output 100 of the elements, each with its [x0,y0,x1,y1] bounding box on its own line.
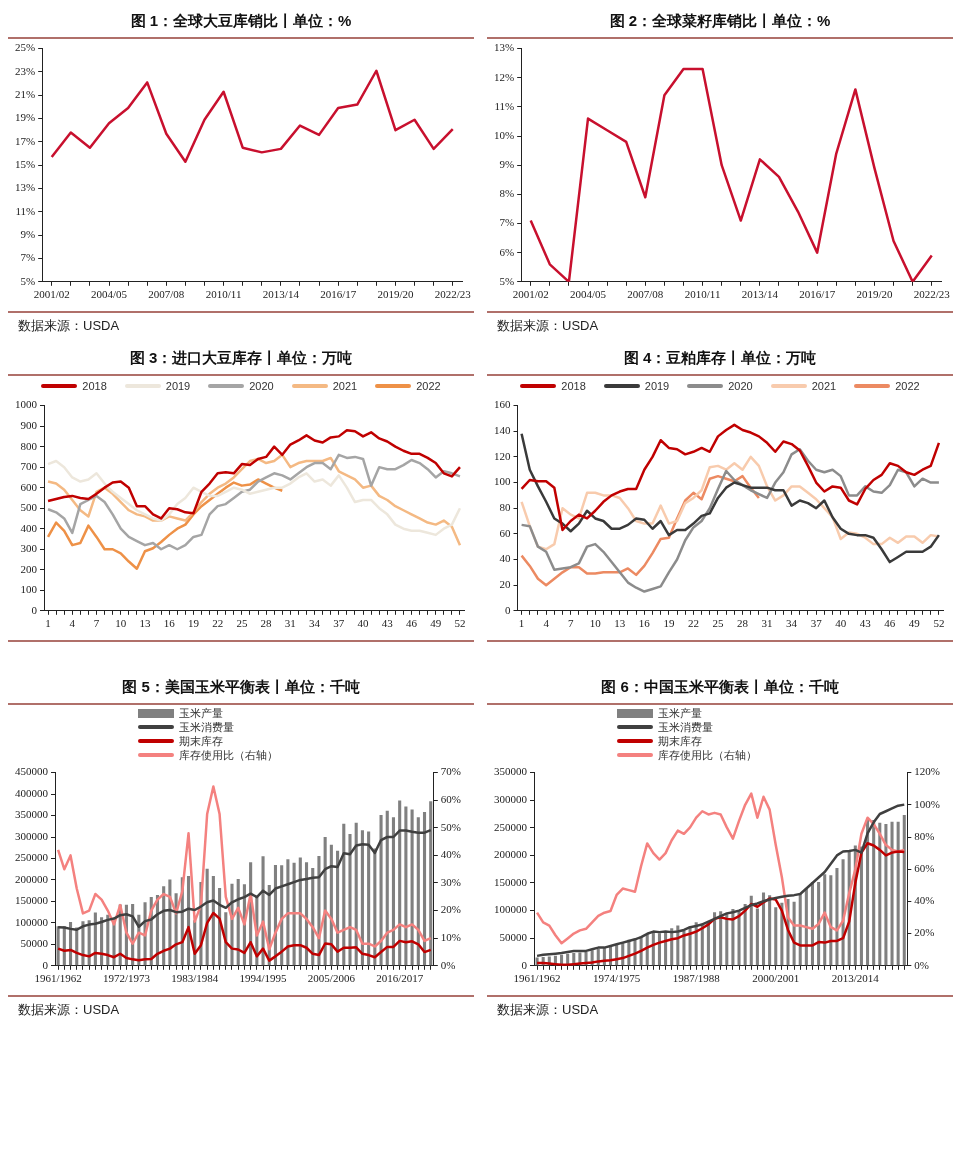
legend-label: 玉米消费量 [179,720,234,734]
y2-tick-label: 10% [440,931,462,944]
y-tick-label: 200000 [15,872,49,885]
x-tick-label: 2010/11 [684,288,721,301]
bar [367,831,371,966]
chart-title: 图 5：美国玉米平衡表丨单位：千吨 [8,674,474,705]
x-tick-label: 2005/2006 [307,972,356,985]
y-tick-label: 600 [20,480,38,493]
source-note: 数据来源：USDA [18,317,121,335]
y-tick-label: 350000 [15,808,49,821]
x-tick-label: 2013/14 [741,288,779,301]
x-tick-label: 19 [663,617,675,630]
y-tick-label: 700 [20,460,38,473]
y-tick-label: 200 [20,562,38,575]
y2-tick-label: 70% [440,765,462,778]
y-tick-label: 0 [31,603,38,616]
legend-label: 期末库存 [658,734,702,748]
x-tick-label: 19 [187,617,200,630]
y2-tick-label: 0% [914,958,930,971]
y-tick-label: 6% [499,245,515,258]
x-tick-label: 2000/2001 [752,972,800,985]
legend-label: 2020 [249,379,274,393]
x-tick-label: 7 [567,617,574,630]
legend-label: 玉米消费量 [658,720,713,734]
y-tick-label: 0 [521,958,528,971]
bar [657,933,661,966]
x-tick-label: 10 [589,617,602,630]
x-tick-label: 2007/08 [627,288,664,301]
x-tick-label: 40 [357,617,370,630]
legend-label: 2019 [165,379,191,393]
y2-tick-label: 20% [914,926,935,939]
x-tick-label: 34 [309,617,321,630]
y-tick-label: 17% [14,134,36,147]
y-tick-label: 800 [20,439,38,452]
x-tick-label: 2022/23 [434,288,472,301]
x-tick-label: 16 [163,617,176,630]
y2-tick-label: 60% [440,793,462,806]
bar [872,820,876,966]
bar [404,806,408,966]
bar [884,823,888,966]
legend-label: 2021 [332,379,358,393]
y-tick-label: 250000 [494,820,528,833]
y-tick-label: 12% [493,70,515,83]
y-tick-label: 350000 [494,765,528,778]
y-tick-label: 100000 [494,903,528,916]
y-tick-label: 400 [20,521,38,534]
legend-label: 2018 [561,379,586,393]
x-tick-label: 25 [236,617,248,630]
chart-title: 图 3：进口大豆库存丨单位：万吨 [8,345,474,376]
x-tick-label: 2013/14 [262,288,300,301]
x-tick-label: 37 [333,617,345,630]
x-tick-label: 1 [518,617,525,630]
x-tick-label: 10 [115,617,127,630]
chart-title: 图 1：全球大豆库销比丨单位：% [8,8,474,39]
y-tick-label: 20 [499,578,511,591]
y-tick-label: 160 [494,398,511,411]
y-tick-label: 13% [493,41,515,54]
x-tick-label: 2016/17 [320,288,357,301]
y-tick-label: 500 [20,501,38,514]
x-tick-label: 2013/2014 [831,972,880,985]
y-tick-label: 150000 [15,894,49,907]
y-tick-label: 450000 [15,765,49,778]
x-tick-label: 2007/08 [148,288,185,301]
x-tick-label: 2004/05 [569,288,607,301]
bar [890,821,894,966]
legend-label: 库存使用比（右轴） [658,748,757,762]
y2-tick-label: 0% [440,958,456,971]
y-tick-label: 5% [20,274,36,287]
x-tick-label: 1983/1984 [171,972,219,985]
bar [391,817,396,966]
x-tick-label: 2001/02 [33,288,70,301]
bar [719,911,723,966]
legend-label: 2022 [895,379,920,393]
legend-label: 库存使用比（右轴） [179,748,278,762]
x-tick-label: 2019/20 [377,288,414,301]
bar [725,913,729,966]
y-tick-label: 100000 [15,915,49,928]
x-tick-label: 1972/1973 [102,972,151,985]
y2-tick-label: 120% [914,765,941,778]
y-tick-label: 21% [14,88,36,101]
y-tick-label: 250000 [15,851,49,864]
x-tick-label: 7 [93,617,100,630]
x-tick-label: 13 [139,617,151,630]
y-tick-label: 13% [14,181,36,194]
y-tick-label: 400000 [15,786,49,799]
bar [761,892,766,966]
legend-label: 2022 [416,379,441,393]
y-tick-label: 19% [14,111,36,124]
y-tick-label: 100 [20,583,38,596]
bar [379,815,383,966]
chart-title: 图 4：豆粕库存丨单位：万吨 [487,345,953,376]
x-tick-label: 37 [810,617,823,630]
y2-tick-label: 40% [914,894,935,907]
y-tick-label: 23% [14,64,36,77]
x-tick-label: 31 [284,617,296,630]
bar [878,822,882,966]
x-tick-label: 2004/05 [90,288,128,301]
y-tick-label: 0 [42,958,49,971]
bar [410,809,414,966]
x-tick-label: 49 [908,617,921,630]
